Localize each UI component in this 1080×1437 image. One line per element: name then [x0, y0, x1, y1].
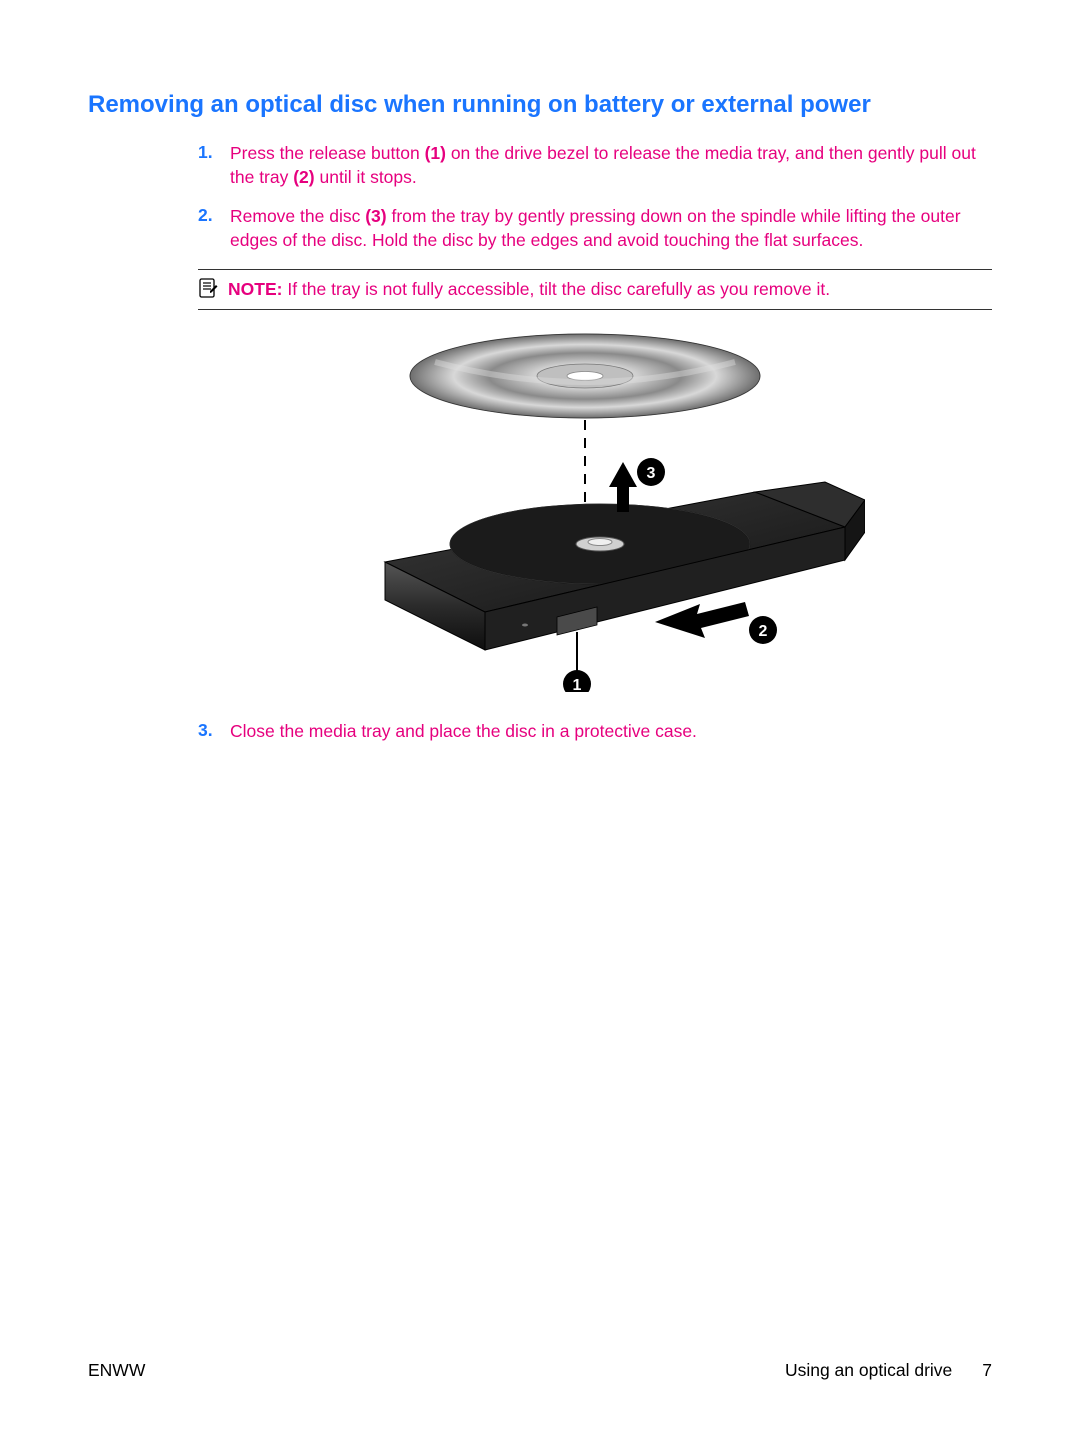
callout-1: 1 [563, 670, 591, 692]
optical-drive-illustration: 3 2 1 [325, 332, 865, 692]
document-page: Removing an optical disc when running on… [0, 0, 1080, 1437]
illustration-container: 3 2 1 [198, 332, 992, 692]
svg-text:3: 3 [647, 465, 656, 482]
instruction-step-3: 3. Close the media tray and place the di… [198, 720, 992, 744]
instruction-step-1: 1. Press the release button (1) on the d… [198, 142, 992, 189]
disc-graphic [410, 334, 760, 418]
footer-page-number: 7 [982, 1360, 992, 1381]
step-number: 1. [198, 142, 230, 189]
step-number: 2. [198, 205, 230, 252]
note-callout: NOTE: If the tray is not fully accessibl… [198, 269, 992, 311]
step-text: Remove the disc (3) from the tray by gen… [230, 205, 992, 252]
note-label: NOTE: [228, 279, 282, 299]
note-text-body: If the tray is not fully accessible, til… [287, 279, 830, 299]
step-text: Press the release button (1) on the driv… [230, 142, 992, 189]
footer-left: ENWW [88, 1360, 145, 1381]
note-content: NOTE: If the tray is not fully accessibl… [228, 278, 830, 302]
page-footer: ENWW Using an optical drive 7 [88, 1360, 992, 1381]
note-icon [198, 278, 218, 298]
step-number: 3. [198, 720, 230, 744]
svg-text:1: 1 [573, 677, 582, 692]
instruction-list: 1. Press the release button (1) on the d… [88, 142, 992, 253]
instruction-list-continued: 3. Close the media tray and place the di… [88, 720, 992, 744]
callout-3: 3 [637, 458, 665, 486]
svg-text:2: 2 [759, 623, 768, 640]
instruction-step-2: 2. Remove the disc (3) from the tray by … [198, 205, 992, 252]
footer-section-label: Using an optical drive [785, 1360, 952, 1381]
step-text: Close the media tray and place the disc … [230, 720, 992, 744]
section-heading: Removing an optical disc when running on… [88, 90, 992, 120]
footer-right: Using an optical drive 7 [785, 1360, 992, 1381]
arrow-left-icon [655, 602, 749, 638]
callout-2: 2 [749, 616, 777, 644]
